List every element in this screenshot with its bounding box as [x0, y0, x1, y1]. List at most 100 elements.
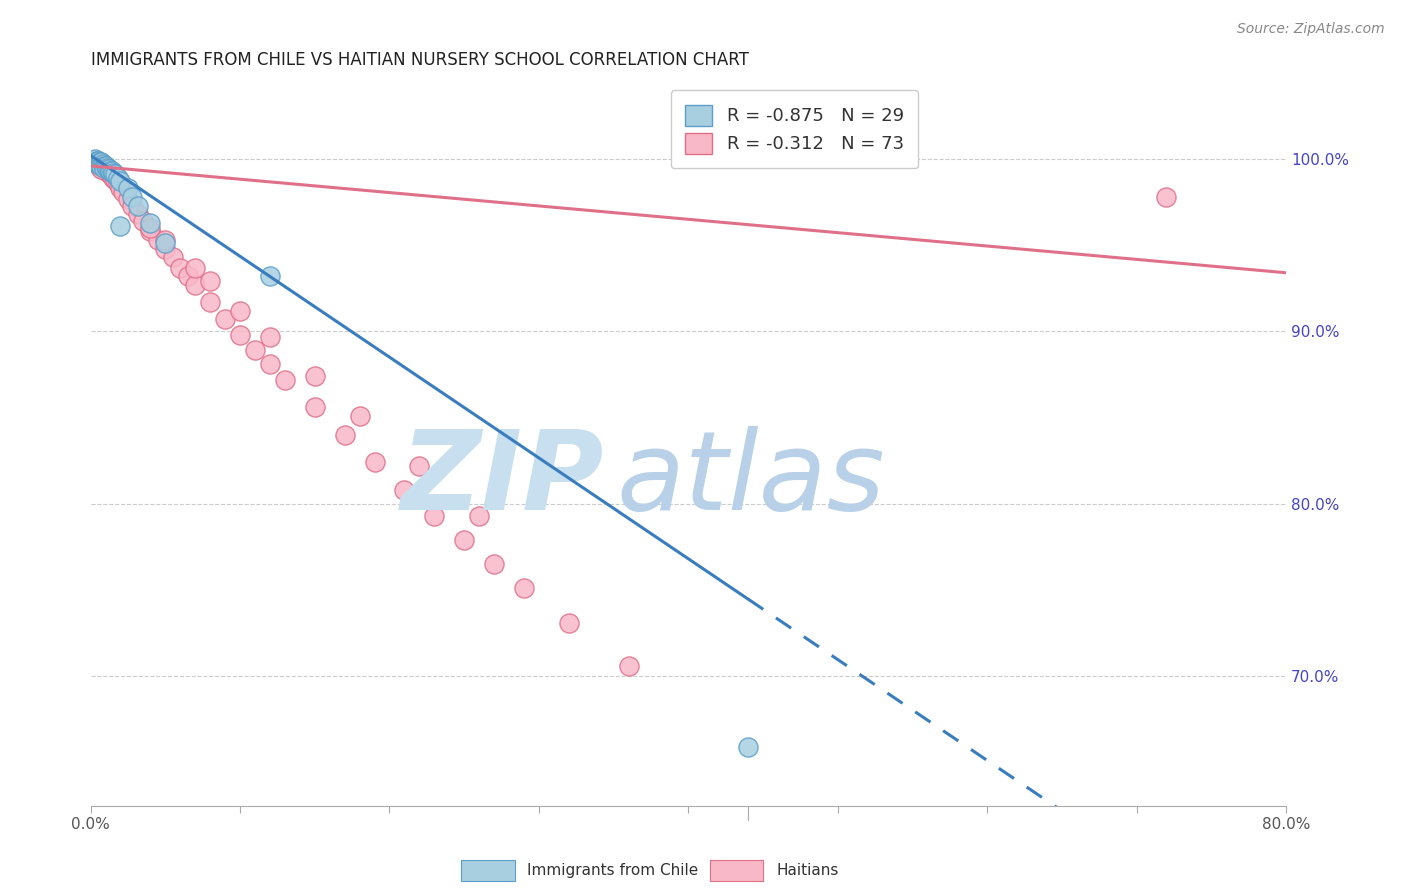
Point [94, 164, 117, 178]
Point [87, 155, 110, 169]
Point [89, 157, 111, 171]
Point [90, 157, 112, 171]
Point [91, 157, 114, 171]
Point [304, 401, 326, 415]
Point [100, 169, 122, 184]
Point [259, 357, 281, 371]
Point [1156, 190, 1178, 204]
Point [93, 161, 115, 175]
Point [97, 162, 120, 177]
Point [184, 277, 207, 292]
Point [107, 170, 129, 185]
Point [96, 161, 118, 175]
Point [96, 164, 118, 178]
Point [139, 224, 162, 238]
Point [93, 162, 115, 177]
Point [259, 329, 281, 343]
Point [139, 216, 162, 230]
Point [363, 455, 385, 469]
Point [89, 159, 111, 173]
Point [86, 157, 108, 171]
Point [139, 221, 162, 235]
Point [110, 174, 132, 188]
Point [89, 159, 111, 173]
Point [103, 168, 125, 182]
Point [103, 172, 125, 186]
Point [468, 508, 491, 523]
Point [90, 159, 112, 173]
Point [121, 198, 143, 212]
Point [121, 190, 143, 204]
Point [169, 260, 191, 275]
Point [229, 327, 252, 342]
Point [198, 295, 221, 310]
Point [86, 155, 108, 169]
Point [198, 274, 221, 288]
Point [89, 159, 111, 173]
Point [349, 409, 371, 423]
Point [127, 207, 149, 221]
Point [184, 260, 207, 275]
Text: IMMIGRANTS FROM CHILE VS HAITIAN NURSERY SCHOOL CORRELATION CHART: IMMIGRANTS FROM CHILE VS HAITIAN NURSERY… [90, 51, 748, 69]
Point [86, 155, 108, 169]
Point [162, 250, 184, 264]
Point [84, 153, 107, 168]
Point [112, 185, 135, 199]
Point [408, 458, 430, 473]
Point [110, 219, 132, 234]
Point [155, 236, 177, 251]
Point [84, 153, 107, 168]
Text: Haitians: Haitians [776, 863, 838, 878]
Point [94, 159, 117, 173]
Point [84, 153, 107, 168]
Point [117, 181, 139, 195]
Point [91, 161, 114, 175]
Point [274, 373, 297, 387]
Point [737, 739, 759, 754]
Point [107, 176, 129, 190]
Point [304, 369, 326, 384]
Point [110, 181, 132, 195]
Point [87, 157, 110, 171]
Point [87, 153, 110, 168]
Point [98, 168, 121, 182]
Point [89, 159, 111, 173]
Point [229, 303, 252, 318]
Point [617, 659, 640, 673]
Point [394, 483, 416, 497]
Point [214, 312, 236, 326]
Point [93, 159, 115, 173]
Point [177, 269, 200, 284]
Point [90, 161, 112, 175]
Point [90, 162, 112, 177]
Point [259, 269, 281, 284]
Point [333, 427, 356, 442]
Point [97, 166, 120, 180]
Point [90, 159, 112, 173]
Point [155, 242, 177, 256]
Point [84, 152, 107, 166]
Point [89, 155, 111, 169]
Point [127, 198, 149, 212]
Point [423, 508, 446, 523]
Point [90, 161, 112, 175]
Point [86, 153, 108, 168]
Point [98, 164, 121, 178]
Point [87, 157, 110, 171]
Point [243, 343, 266, 358]
Point [482, 557, 505, 571]
Point [90, 159, 112, 173]
Point [117, 192, 139, 206]
Point [132, 214, 155, 228]
Legend: R = -0.875   N = 29, R = -0.312   N = 73: R = -0.875 N = 29, R = -0.312 N = 73 [671, 90, 918, 169]
Point [558, 615, 581, 630]
Text: Immigrants from Chile: Immigrants from Chile [527, 863, 699, 878]
Point [91, 159, 114, 173]
Point [101, 170, 124, 185]
Point [155, 233, 177, 247]
Point [91, 162, 114, 177]
Point [86, 155, 108, 169]
Point [453, 533, 475, 547]
Text: Source: ZipAtlas.com: Source: ZipAtlas.com [1237, 22, 1385, 37]
Point [89, 157, 111, 171]
